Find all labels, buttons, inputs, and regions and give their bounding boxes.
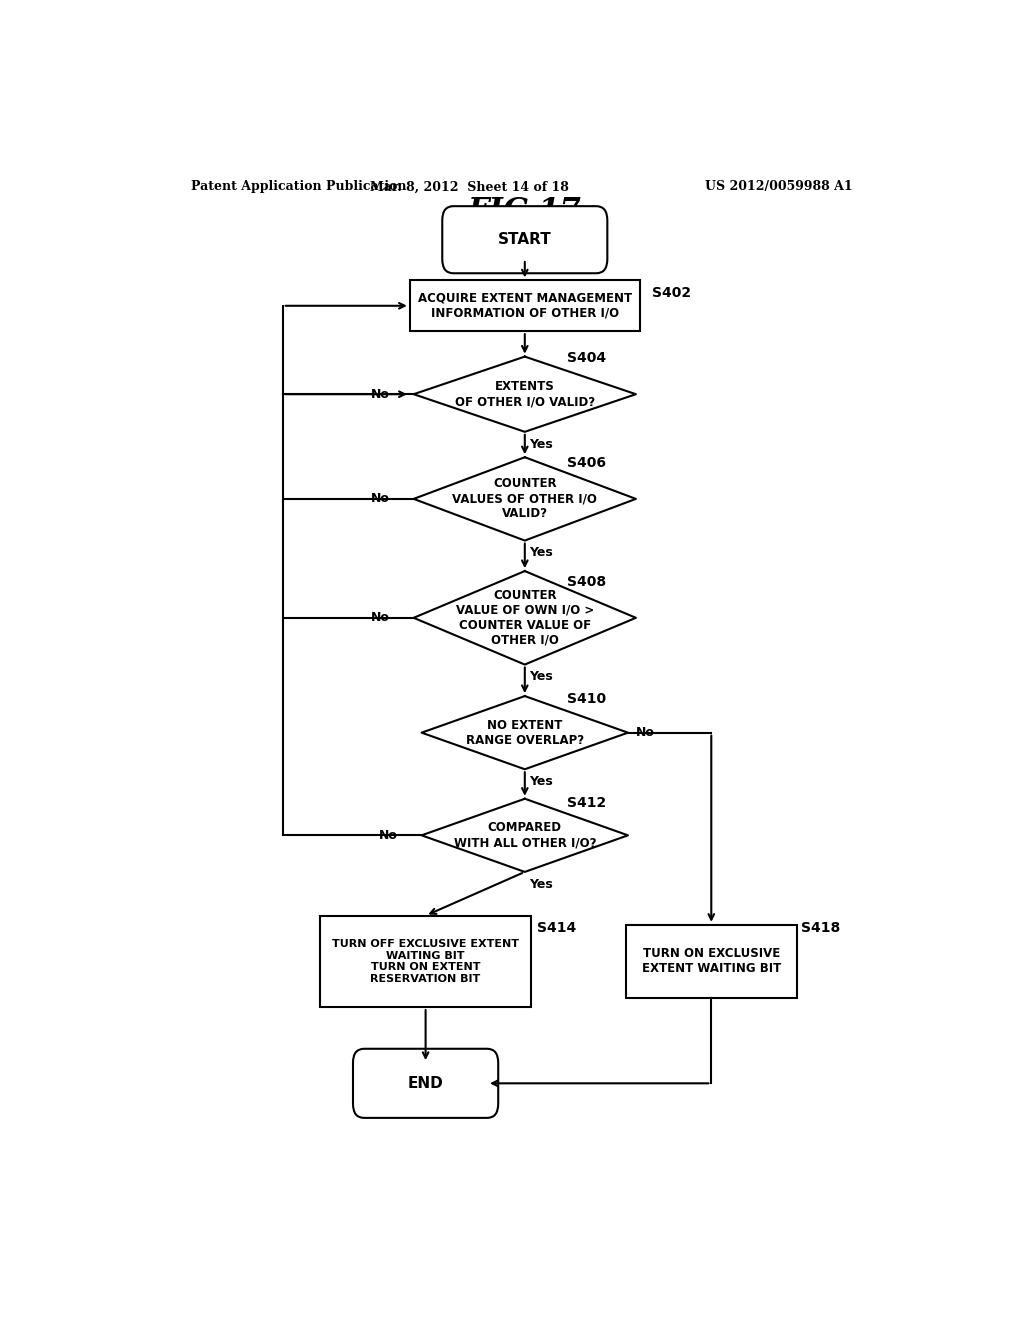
Text: TURN OFF EXCLUSIVE EXTENT
WAITING BIT
TURN ON EXTENT
RESERVATION BIT: TURN OFF EXCLUSIVE EXTENT WAITING BIT TU… [332,939,519,983]
Text: ACQUIRE EXTENT MANAGEMENT
INFORMATION OF OTHER I/O: ACQUIRE EXTENT MANAGEMENT INFORMATION OF… [418,292,632,319]
Text: Yes: Yes [529,437,553,450]
Text: No: No [371,492,390,506]
Text: START: START [498,232,552,247]
Text: S414: S414 [537,921,575,935]
Text: No: No [371,611,390,624]
Polygon shape [422,799,628,873]
Text: US 2012/0059988 A1: US 2012/0059988 A1 [705,181,853,193]
Text: No: No [371,388,390,401]
Bar [410,280,640,331]
Bar [321,916,530,1007]
Text: COMPARED
WITH ALL OTHER I/O?: COMPARED WITH ALL OTHER I/O? [454,821,596,849]
Text: NO EXTENT
RANGE OVERLAP?: NO EXTENT RANGE OVERLAP? [466,718,584,747]
Bar [626,925,797,998]
Polygon shape [422,696,628,770]
Polygon shape [414,356,636,432]
Text: END: END [408,1076,443,1090]
Polygon shape [414,572,636,664]
Text: S418: S418 [801,921,841,935]
Text: COUNTER
VALUE OF OWN I/O >
COUNTER VALUE OF
OTHER I/O: COUNTER VALUE OF OWN I/O > COUNTER VALUE… [456,589,594,647]
Text: Mar. 8, 2012  Sheet 14 of 18: Mar. 8, 2012 Sheet 14 of 18 [370,181,568,193]
Text: S402: S402 [652,285,691,300]
Text: S412: S412 [567,796,606,809]
Text: EXTENTS
OF OTHER I/O VALID?: EXTENTS OF OTHER I/O VALID? [455,380,595,408]
FancyBboxPatch shape [442,206,607,273]
Text: Patent Application Publication: Patent Application Publication [191,181,407,193]
Text: COUNTER
VALUES OF OTHER I/O
VALID?: COUNTER VALUES OF OTHER I/O VALID? [453,478,597,520]
Text: S408: S408 [567,576,606,589]
FancyBboxPatch shape [353,1049,499,1118]
Text: S404: S404 [567,351,606,364]
Text: Yes: Yes [529,878,553,891]
Text: FIG.17: FIG.17 [468,195,582,227]
Polygon shape [414,457,636,541]
Text: No: No [379,829,397,842]
Text: Yes: Yes [529,775,553,788]
Text: S410: S410 [567,692,606,706]
Text: Yes: Yes [529,671,553,684]
Text: No: No [636,726,654,739]
Text: S406: S406 [567,457,606,470]
Text: TURN ON EXCLUSIVE
EXTENT WAITING BIT: TURN ON EXCLUSIVE EXTENT WAITING BIT [642,948,781,975]
Text: Yes: Yes [529,546,553,560]
